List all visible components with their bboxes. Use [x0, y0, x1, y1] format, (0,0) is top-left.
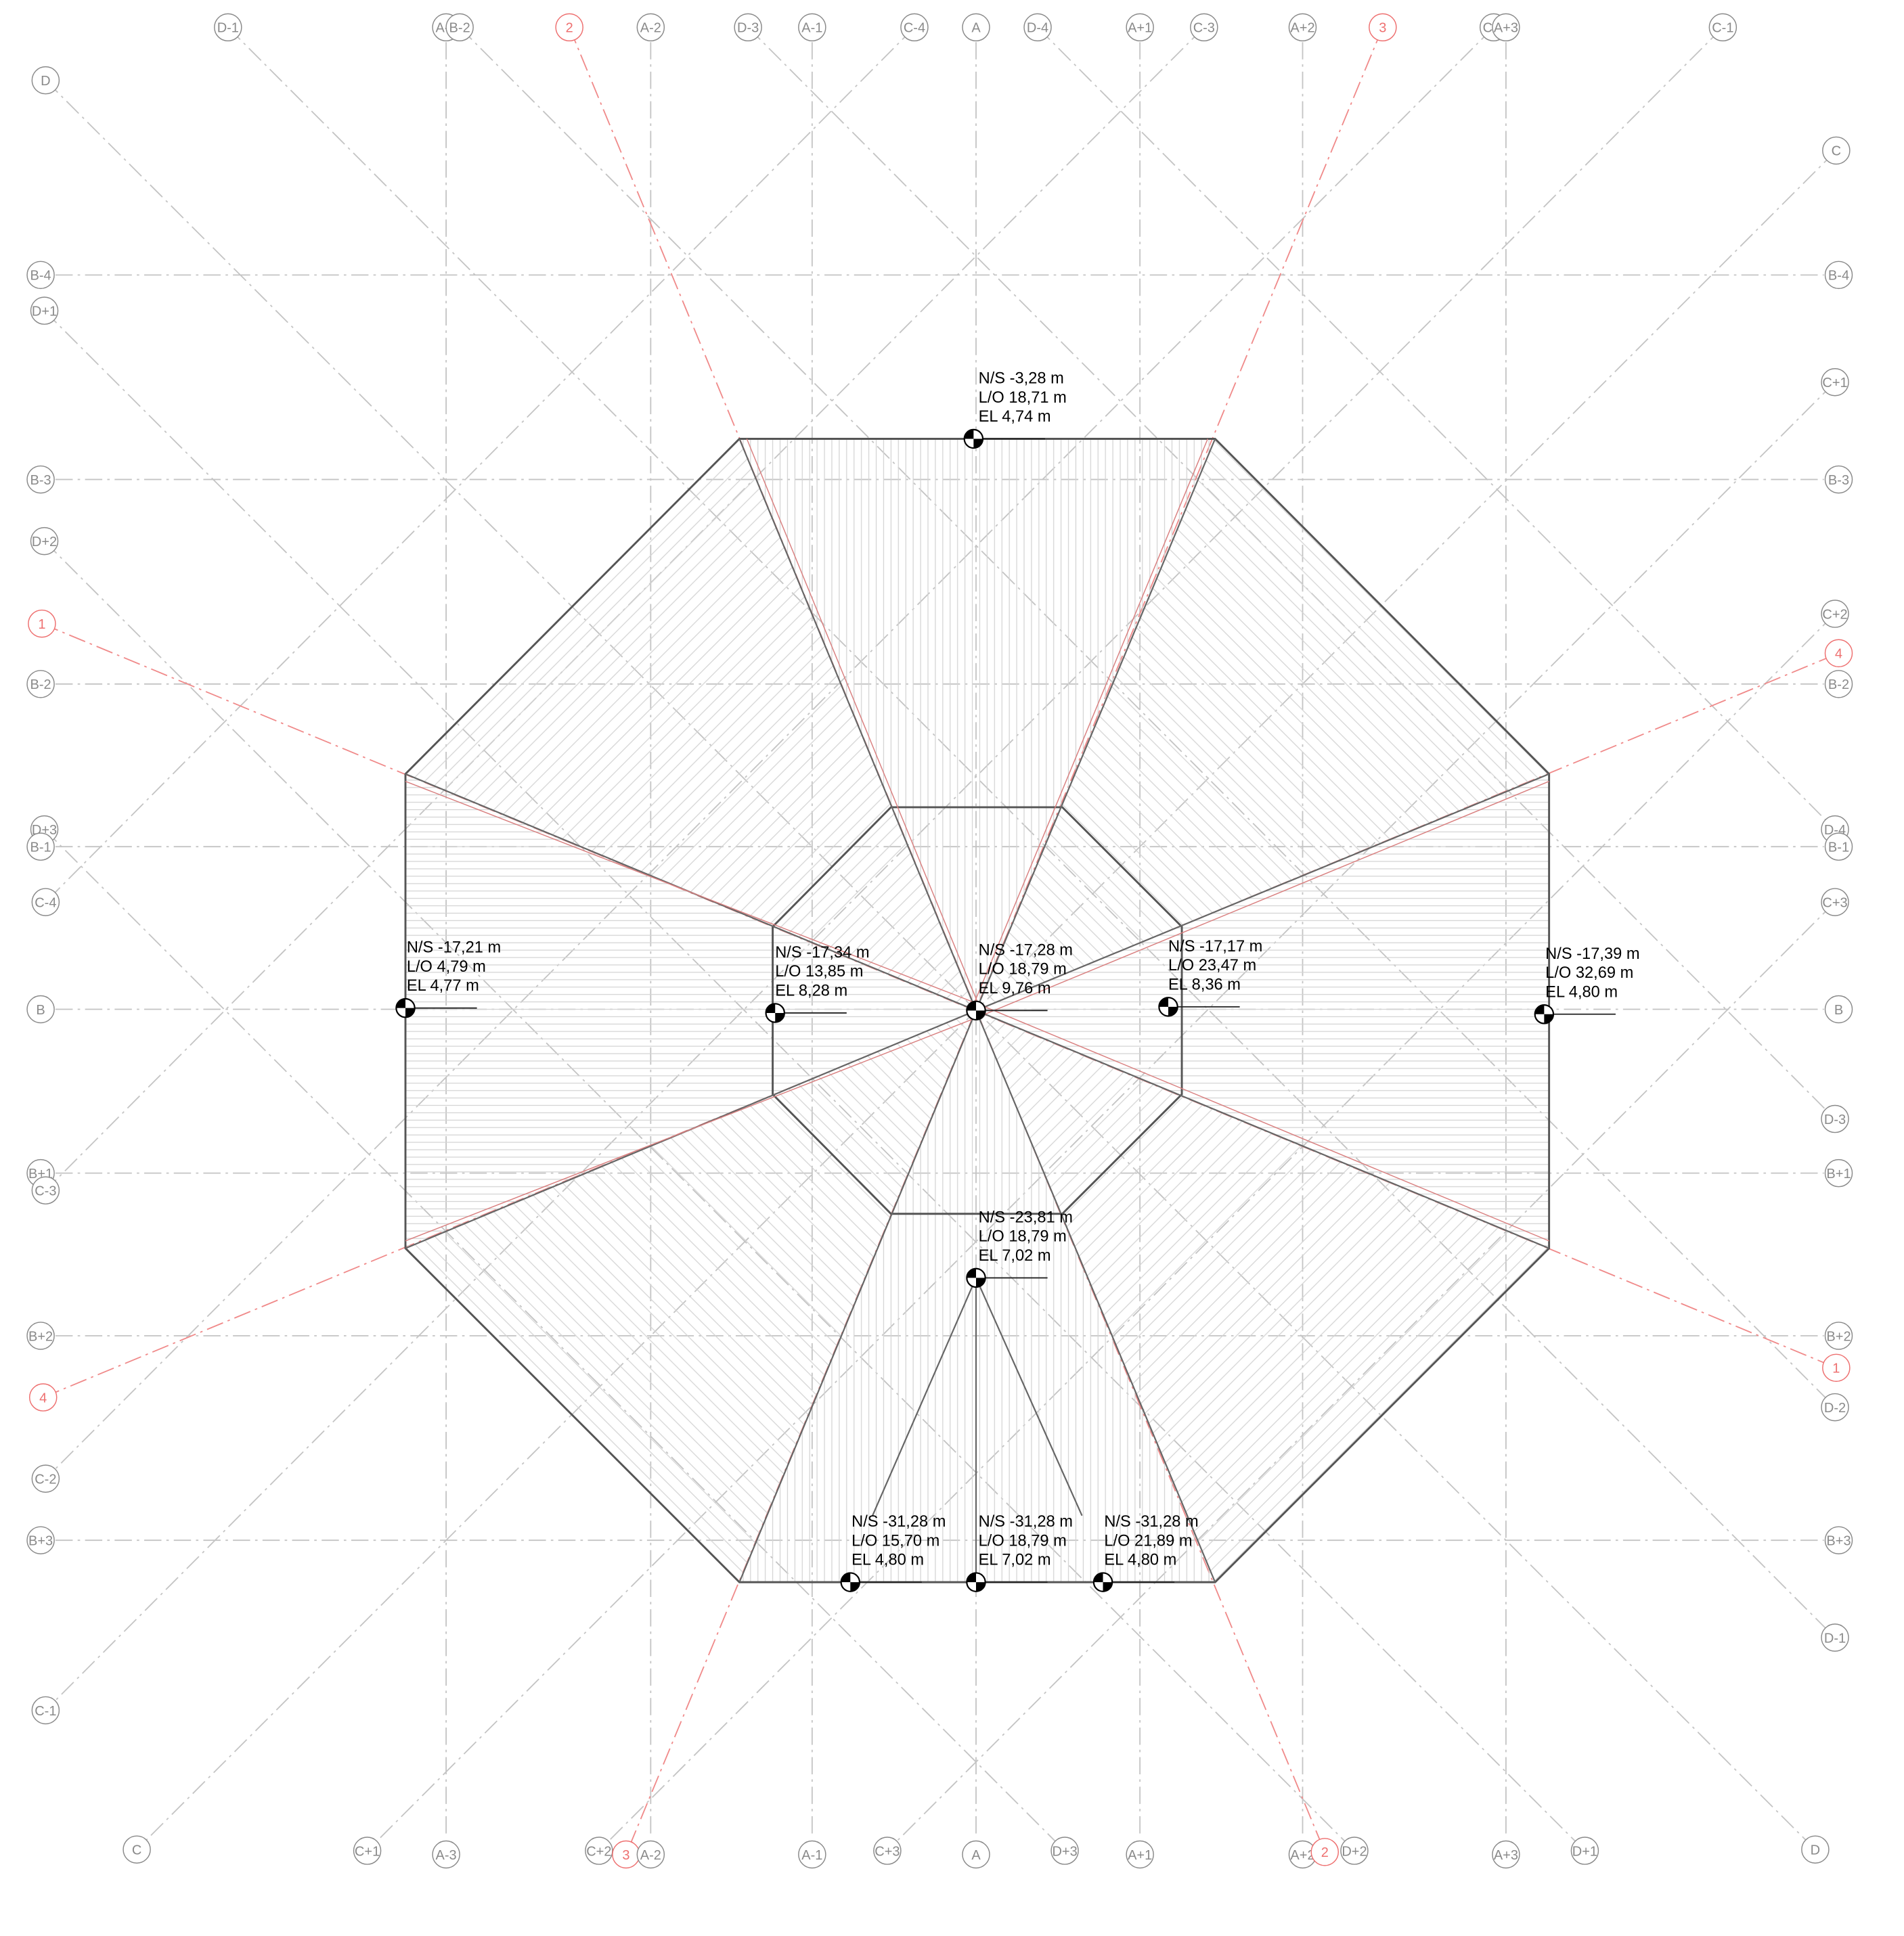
roof-plan: D-1 A-3 B-2 2 A-2 D-3 A-1 C-4 A D-4 A+1 C-3 A+2 3 C-2 A…	[0, 0, 1904, 1936]
grid-label: A+3	[1494, 21, 1518, 36]
spot-lo: L/O 32,69 m	[1545, 964, 1633, 982]
grid-label: B-4	[30, 269, 51, 284]
grid-label: C+1	[1822, 376, 1847, 390]
spot-el: EL 4,77 m	[407, 977, 479, 995]
grid-label: B-2	[1828, 677, 1849, 692]
grid-label: 4	[1835, 647, 1842, 662]
grid-label: D-3	[737, 21, 759, 36]
spot-lo: L/O 4,79 m	[407, 958, 486, 976]
grid-label: B-3	[1828, 473, 1849, 488]
grid-label: A	[971, 1848, 981, 1863]
grid-label: A-1	[801, 21, 822, 36]
grid-label: D+1	[1572, 1844, 1597, 1859]
grid-label: A-3	[436, 1848, 457, 1863]
grid-label: A-2	[640, 1848, 661, 1863]
spot-lo: L/O 23,47 m	[1168, 957, 1256, 974]
grid-label: C-1	[1712, 21, 1733, 36]
spot-lo: L/O 18,71 m	[979, 389, 1067, 407]
grid-label: C-4	[904, 21, 925, 36]
spot-lo: L/O 18,79 m	[979, 1532, 1067, 1550]
grid-label: C+3	[1822, 895, 1847, 910]
grid-label: B-2	[449, 21, 470, 36]
grid-label: C-3	[1193, 21, 1215, 36]
grid-label: B	[36, 1003, 45, 1018]
grid-label: A	[971, 21, 981, 36]
grid-label: B+3	[1826, 1534, 1851, 1549]
grid-label: 4	[39, 1391, 47, 1405]
grid-label: 1	[38, 617, 45, 632]
grid-label: A+1	[1128, 1848, 1152, 1863]
grid-label: C	[1832, 144, 1841, 159]
grid-label: B+3	[28, 1534, 53, 1549]
spot-el: EL 7,02 m	[979, 1552, 1051, 1569]
grid-label: B	[1834, 1003, 1843, 1018]
spot-ns: N/S -31,28 m	[1104, 1513, 1198, 1531]
grid-label: B+2	[1826, 1329, 1851, 1344]
grid-label: D-3	[1824, 1112, 1846, 1127]
grid-label: 3	[1379, 21, 1386, 36]
grid-label: B-1	[1828, 840, 1849, 855]
spot-ns: N/S -23,81 m	[979, 1209, 1073, 1226]
spot-el: EL 7,02 m	[979, 1247, 1051, 1265]
spot-ns: N/S -17,34 m	[775, 944, 869, 962]
grid-label: 3	[622, 1848, 629, 1863]
grid-label: D+1	[32, 304, 57, 319]
grid-label: C+1	[355, 1844, 380, 1859]
spot-el: EL 9,76 m	[979, 980, 1051, 997]
spot-ns: N/S -31,28 m	[851, 1513, 946, 1531]
grid-label: 1	[1832, 1361, 1840, 1376]
grid-label: C+3	[874, 1844, 900, 1859]
spot-el: EL 4,80 m	[1104, 1552, 1176, 1569]
grid-label: D-2	[1824, 1401, 1846, 1416]
spot-el: EL 4,80 m	[1545, 983, 1618, 1001]
spot-ns: N/S -31,28 m	[979, 1513, 1073, 1531]
grid-label: C-3	[35, 1184, 56, 1198]
spot-lo: L/O 21,89 m	[1104, 1532, 1192, 1550]
spot-el: EL 8,28 m	[775, 982, 847, 999]
grid-label: A-2	[640, 21, 661, 36]
spot-lo: L/O 13,85 m	[775, 963, 863, 981]
spot-ns: N/S -17,39 m	[1545, 945, 1639, 963]
grid-label: A-1	[801, 1848, 822, 1863]
grid-label: B-4	[1828, 269, 1849, 284]
grid-label: D-1	[217, 21, 239, 36]
grid-label: D	[41, 74, 50, 89]
spot-el: EL 4,74 m	[979, 408, 1051, 426]
spot-ns: N/S -17,21 m	[407, 939, 501, 957]
spot-el: EL 8,36 m	[1168, 976, 1241, 993]
spot-lo: L/O 15,70 m	[851, 1532, 939, 1550]
grid-label: A+2	[1290, 21, 1314, 36]
grid-label: 2	[1321, 1845, 1329, 1860]
grid-label: A+3	[1494, 1848, 1518, 1863]
grid-label: D+3	[1052, 1844, 1077, 1859]
grid-label: D+2	[1342, 1844, 1367, 1859]
grid-label: B-2	[30, 677, 51, 692]
grid-label: C+2	[586, 1844, 611, 1859]
grid-label: D-4	[1027, 21, 1048, 36]
spot-lo: L/O 18,79 m	[979, 961, 1067, 978]
grid-label: C	[132, 1843, 141, 1858]
grid-label: B-1	[30, 840, 51, 855]
grid-label: B-3	[30, 473, 51, 488]
grid-label: B+1	[1826, 1167, 1851, 1181]
grid-label: C+2	[1822, 607, 1847, 622]
grid-label: C-2	[35, 1472, 56, 1487]
grid-label: A+1	[1128, 21, 1152, 36]
spot-ns: N/S -17,17 m	[1168, 938, 1262, 955]
spot-ns: N/S -3,28 m	[979, 370, 1064, 388]
spot-el: EL 4,80 m	[851, 1552, 924, 1569]
spot-ns: N/S -17,28 m	[979, 941, 1073, 959]
grid-label: C-1	[35, 1704, 56, 1719]
grid-label: D	[1811, 1843, 1820, 1858]
grid-label: C-4	[35, 895, 56, 910]
grid-label: D+2	[32, 535, 57, 549]
spot-lo: L/O 18,79 m	[979, 1228, 1067, 1246]
page: D-1 A-3 B-2 2 A-2 D-3 A-1 C-4 A D-4 A+1 C-3 A+2 3 C-2 A…	[0, 0, 1904, 1936]
grid-label: B+2	[28, 1329, 53, 1344]
grid-label: 2	[566, 21, 573, 36]
grid-label: D-1	[1824, 1631, 1846, 1646]
